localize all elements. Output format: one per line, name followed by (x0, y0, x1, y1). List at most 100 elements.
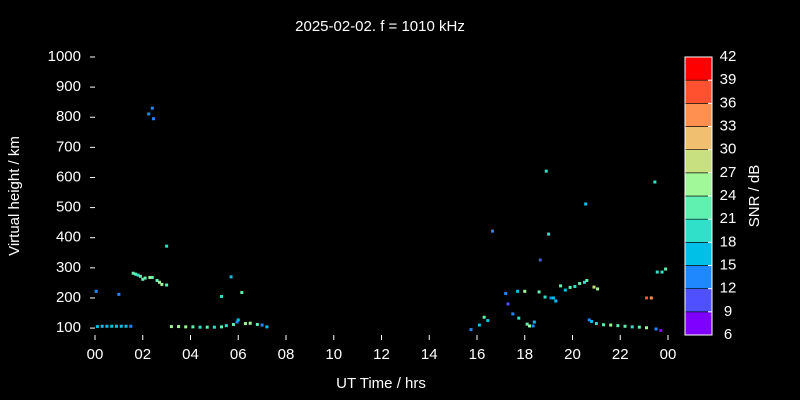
colorbar-tick-label: 12 (720, 280, 737, 297)
y-tick-label: 600 (56, 168, 81, 185)
colorbar-bin (684, 149, 713, 174)
data-point (136, 273, 140, 277)
data-point (594, 322, 598, 326)
data-point (255, 322, 259, 326)
data-point (549, 296, 553, 300)
data-point (469, 328, 473, 332)
data-point (592, 285, 596, 289)
data-point (537, 290, 541, 294)
x-tick-label: 18 (516, 346, 533, 363)
data-point (236, 318, 240, 322)
data-point (623, 324, 627, 328)
data-point (587, 318, 591, 322)
colorbar-tick-label: 27 (720, 164, 737, 181)
data-point (653, 180, 657, 184)
colorbar-bin (684, 79, 713, 104)
x-tick-label: 02 (134, 346, 151, 363)
data-point (157, 280, 161, 284)
data-point (240, 291, 244, 295)
colorbar-bin (684, 218, 713, 243)
data-point (506, 302, 510, 306)
data-point (220, 325, 224, 329)
data-point (220, 294, 224, 298)
data-point (664, 267, 668, 271)
data-point (568, 285, 572, 289)
y-tick-label: 800 (56, 108, 81, 125)
data-point (265, 325, 269, 329)
data-point (559, 284, 563, 288)
data-point (585, 278, 589, 282)
x-tick-label: 08 (278, 346, 295, 363)
data-point (645, 296, 649, 300)
chart-title: 2025-02-02. f = 1010 kHz (295, 18, 465, 35)
data-point (235, 320, 239, 324)
data-point (105, 324, 109, 328)
data-point (602, 323, 606, 327)
y-axis-label: Virtual height / km (6, 136, 23, 256)
data-point (645, 326, 649, 330)
data-point (584, 202, 588, 206)
data-point (637, 325, 641, 329)
data-point (119, 324, 123, 328)
data-point (260, 323, 264, 327)
y-tick-label: 200 (56, 289, 81, 306)
data-point (616, 324, 620, 328)
data-point (198, 325, 202, 329)
data-point (243, 322, 247, 326)
data-point (169, 325, 173, 329)
x-tick-label: 10 (325, 346, 342, 363)
data-point (511, 312, 515, 316)
colorbar-bin (684, 195, 713, 220)
data-point (551, 296, 555, 300)
data-point (150, 275, 154, 279)
data-point (532, 320, 536, 324)
colorbar-tick-label: 42 (720, 48, 737, 65)
data-point (155, 278, 159, 282)
x-tick-label: 14 (421, 346, 438, 363)
x-tick-label: 00 (660, 346, 677, 363)
data-point (177, 325, 181, 329)
data-point (517, 316, 521, 320)
y-tick-label: 500 (56, 199, 81, 216)
x-tick-label: 20 (564, 346, 581, 363)
data-point (609, 323, 613, 327)
colorbar-bin (684, 265, 713, 289)
data-point (100, 324, 104, 328)
data-point (578, 281, 582, 285)
data-point (528, 324, 532, 328)
y-tick-label: 900 (56, 78, 81, 95)
x-tick-label: 16 (469, 346, 486, 363)
data-point (147, 112, 151, 116)
data-point (554, 299, 558, 303)
data-point (649, 296, 653, 300)
colorbar-tick-label: 21 (720, 210, 737, 227)
data-point (141, 277, 145, 281)
x-tick-label: 00 (87, 346, 104, 363)
data-point (248, 321, 252, 325)
data-point (660, 270, 664, 274)
data-point (131, 271, 135, 275)
data-point (94, 289, 98, 293)
data-point (212, 325, 216, 329)
colorbar-tick-label: 36 (720, 94, 737, 111)
y-tick-label: 400 (56, 229, 81, 246)
data-point (563, 288, 567, 292)
colorbar-bin (684, 311, 713, 336)
x-tick-label: 12 (373, 346, 390, 363)
data-point (630, 325, 634, 329)
colorbar-bin (684, 242, 713, 266)
data-point (655, 270, 659, 274)
data-point (184, 325, 188, 329)
data-point (148, 275, 152, 279)
colorbar-tick-label: 18 (720, 233, 737, 250)
data-point (114, 324, 118, 328)
colorbar-label: SNR / dB (746, 165, 763, 228)
data-point (523, 289, 527, 293)
colorbar-tick-label: 15 (720, 256, 737, 273)
data-point (538, 258, 542, 262)
x-tick-label: 06 (230, 346, 247, 363)
y-tick-label: 300 (56, 259, 81, 276)
colorbar-tick-label: 9 (724, 303, 732, 320)
colorbar-tick-label: 33 (720, 117, 737, 134)
plot-area (94, 56, 669, 336)
